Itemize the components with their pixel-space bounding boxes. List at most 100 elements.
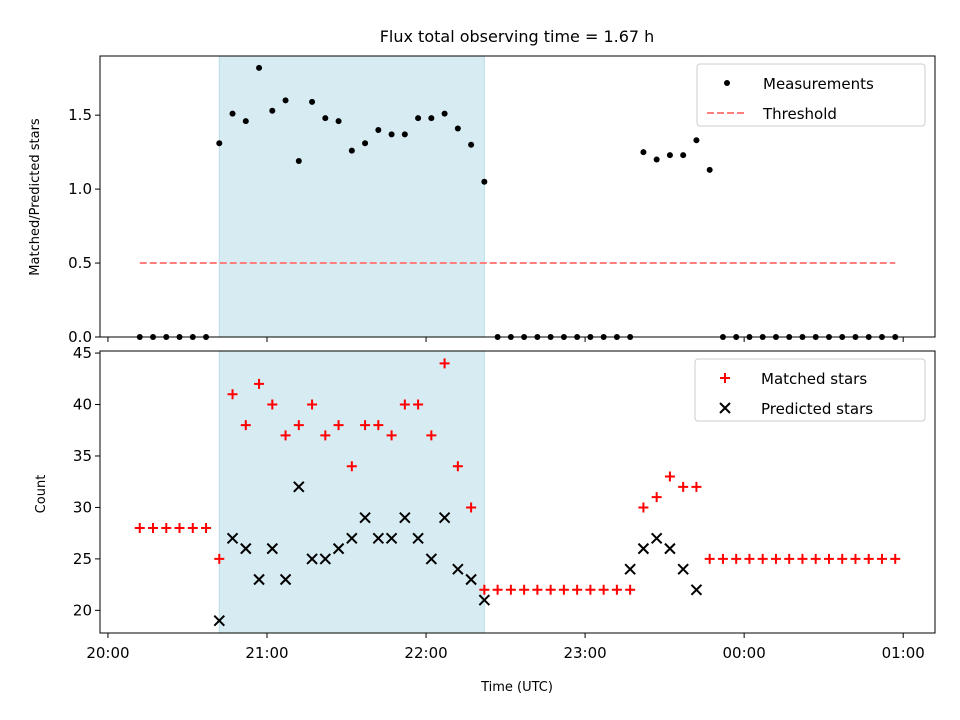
x-tick-label: 22:00: [404, 644, 447, 662]
legend-entry-label: Measurements: [763, 75, 874, 93]
measurement-point: [295, 158, 302, 165]
matched-star-point: [704, 553, 715, 564]
y-tick-label: 0.5: [68, 254, 92, 272]
observing-span: [218, 350, 485, 634]
matched-star-point: [307, 399, 318, 410]
matched-star-point: [492, 584, 503, 595]
predicted-star-point: [240, 542, 252, 555]
x-tick-label: 01:00: [882, 644, 925, 662]
measurement-point: [216, 140, 223, 147]
matched-star-point: [360, 420, 371, 431]
matched-star-point: [638, 502, 649, 513]
predicted-star-point: [359, 512, 371, 524]
legend-entry-label: Threshold: [762, 105, 837, 123]
predicted-star-point: [385, 532, 398, 545]
matched-star-point: [651, 492, 662, 503]
matched-star-point: [426, 430, 437, 441]
predicted-star-point: [650, 532, 663, 545]
matched-star-point: [837, 553, 848, 564]
measurement-point: [653, 156, 660, 163]
predicted-star-point: [637, 542, 650, 555]
matched-star-point: [187, 523, 198, 534]
x-tick-label: 00:00: [723, 644, 766, 662]
matched-star-point: [148, 523, 159, 534]
matched-star-point: [784, 553, 795, 564]
measurement-point: [454, 125, 461, 132]
measurement-point: [348, 147, 355, 154]
x-tick-label: 23:00: [563, 644, 606, 662]
matched-star-point: [731, 553, 742, 564]
measurement-point: [481, 178, 488, 185]
matched-star-point: [611, 584, 622, 595]
matched-star-point: [691, 481, 702, 492]
matched-star-point: [373, 420, 384, 431]
measurement-point: [282, 97, 289, 104]
y-tick-label: 1.5: [68, 106, 92, 124]
matched-star-point: [452, 461, 463, 472]
matched-star-point: [678, 481, 689, 492]
predicted-star-point: [306, 553, 318, 565]
measurement-point: [309, 98, 316, 105]
measurement-point: [666, 152, 673, 159]
matched-star-point: [214, 553, 225, 564]
measurement-point: [335, 118, 342, 125]
matched-star-point: [413, 399, 424, 410]
matched-star-point: [134, 523, 145, 534]
legend-entry-label: Matched stars: [761, 370, 867, 388]
legend-entry-label: Predicted stars: [761, 400, 873, 418]
matched-star-point: [558, 584, 569, 595]
matched-star-point: [744, 553, 755, 564]
matched-star-point: [876, 553, 887, 564]
matched-star-point: [386, 430, 397, 441]
bottom-panel: 20 25 30 35 40 45 20:00 21:00 22:00 23:00 00:00 01:…: [73, 344, 936, 662]
matched-star-point: [227, 389, 238, 400]
matched-star-point: [572, 584, 583, 595]
bottom-y-axis-label: Count: [34, 475, 49, 514]
matched-star-point: [293, 420, 304, 431]
matched-star-point: [890, 553, 901, 564]
measurement-point: [693, 137, 700, 144]
matched-star-point: [505, 584, 516, 595]
measurement-point: [415, 115, 422, 122]
measurement-point: [256, 64, 263, 71]
matched-star-point: [399, 399, 410, 410]
y-tick-label: 0.0: [68, 328, 92, 346]
matched-star-point: [545, 584, 556, 595]
predicted-star-point: [452, 563, 464, 575]
measurement-point: [388, 131, 395, 138]
y-tick-label: 25: [73, 550, 92, 568]
matched-star-point: [823, 553, 834, 564]
predicted-star-point: [226, 532, 239, 545]
measurement-point: [362, 140, 369, 147]
x-tick-label: 20:00: [86, 644, 129, 662]
measurement-point: [706, 166, 713, 173]
matched-star-point: [757, 553, 768, 564]
x-axis-label: Time (UTC): [480, 680, 553, 695]
measurement-point: [401, 131, 408, 138]
predicted-star-point: [213, 614, 225, 627]
matched-star-point: [717, 553, 728, 564]
matched-star-point: [797, 553, 808, 564]
axes-frame: [99, 55, 936, 338]
matched-star-point: [333, 420, 344, 431]
matched-star-point: [598, 584, 609, 595]
y-tick-label: 20: [73, 601, 92, 619]
predicted-star-point: [332, 542, 345, 555]
predicted-star-point: [425, 553, 438, 565]
figure-title: Flux total observing time = 1.67 h: [380, 27, 655, 46]
y-tick-label: 35: [73, 447, 92, 465]
predicted-star-point: [438, 512, 451, 524]
legend-box: [696, 63, 926, 127]
matched-star-point: [625, 584, 636, 595]
legend-box: [694, 358, 926, 422]
matched-star-point: [201, 523, 212, 534]
matched-star-point: [346, 461, 357, 472]
matched-star-point: [770, 553, 781, 564]
matched-star-point: [161, 523, 172, 534]
predicted-star-point: [319, 553, 332, 565]
predicted-star-point: [253, 573, 265, 586]
measurement-point: [640, 149, 647, 156]
matched-star-point: [532, 584, 543, 595]
predicted-star-point: [266, 542, 279, 555]
